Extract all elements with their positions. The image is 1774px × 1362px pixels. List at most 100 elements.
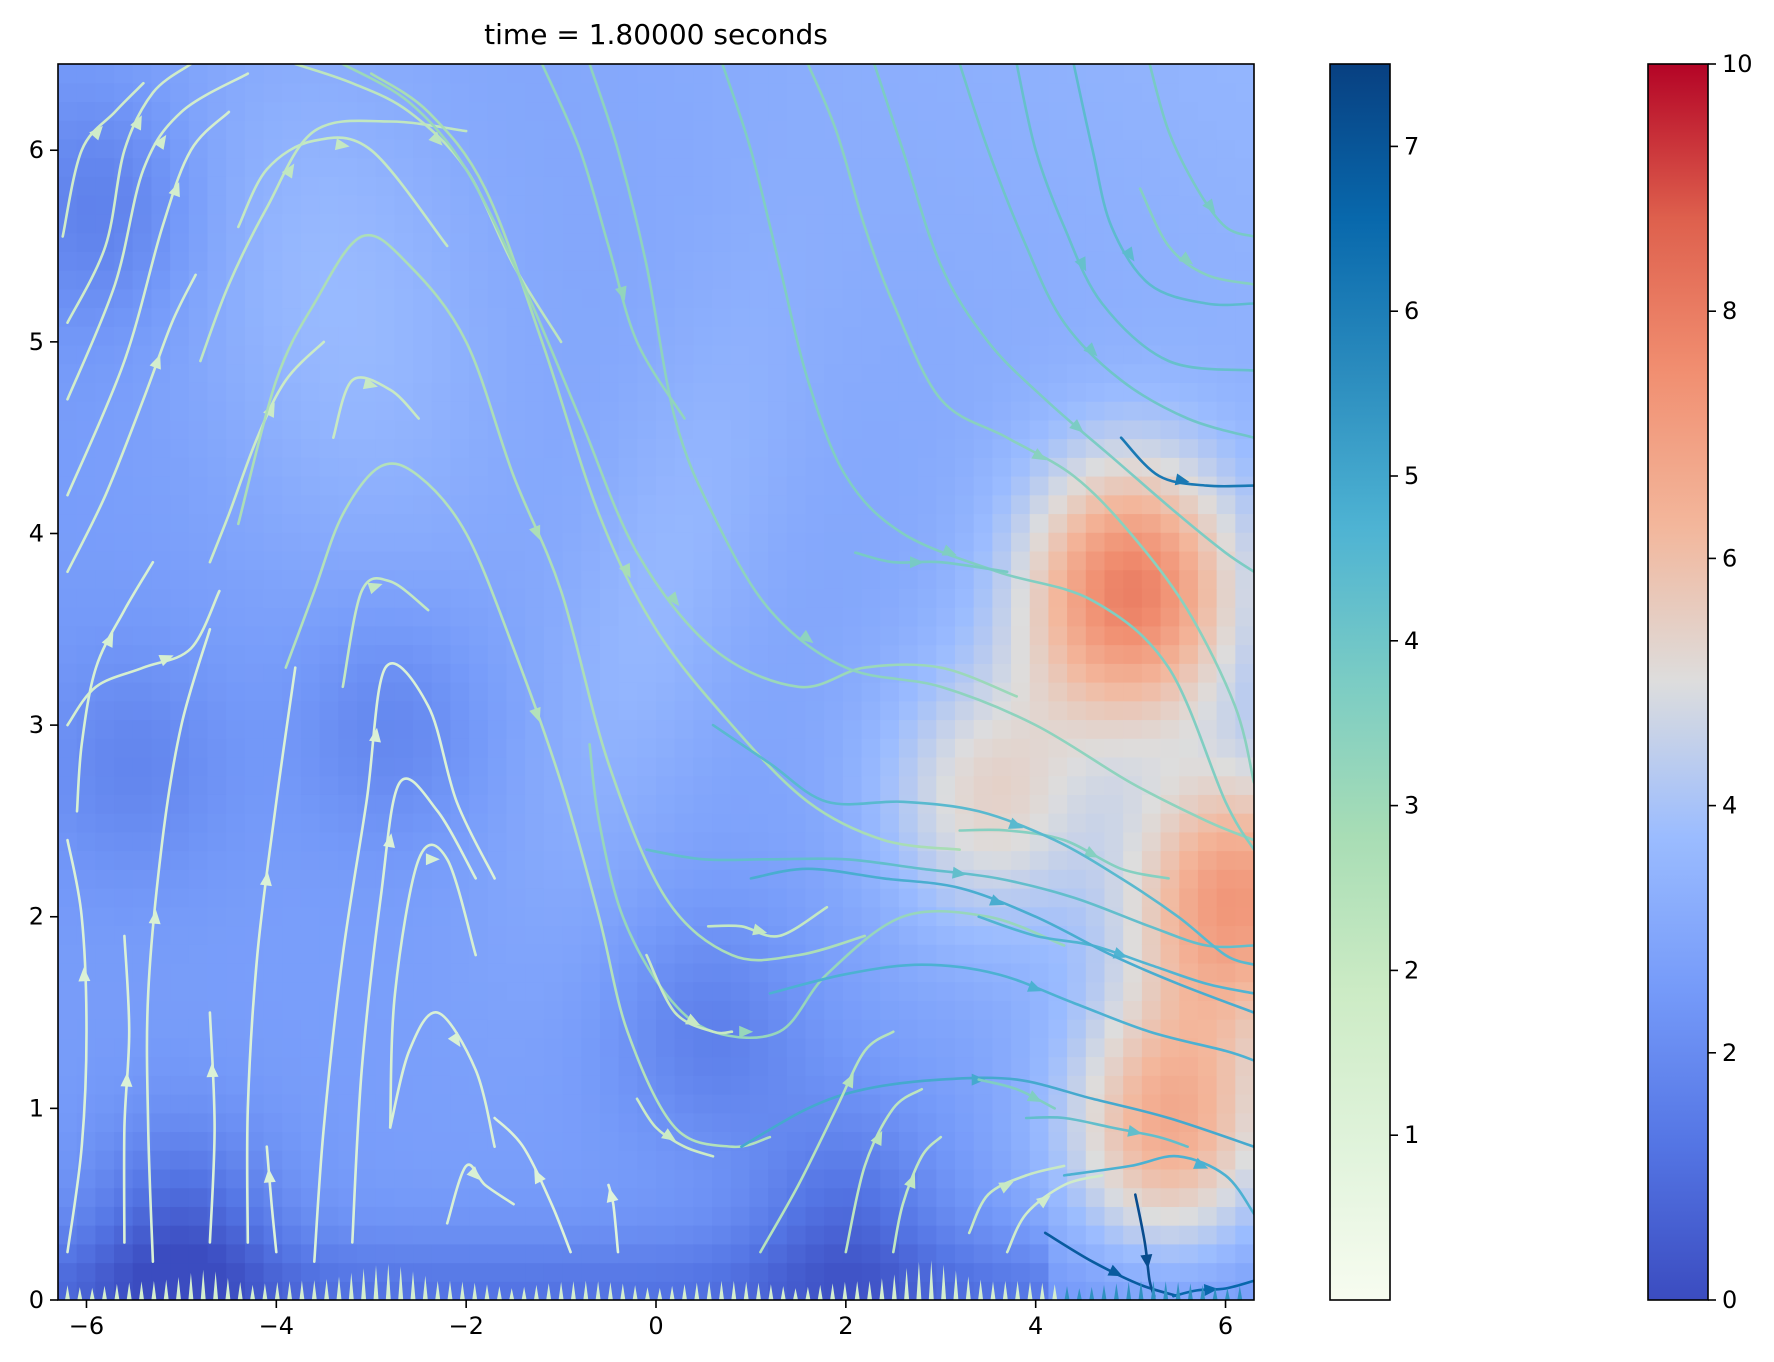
heatmap-cell (132, 438, 153, 458)
heatmap-cell (263, 82, 283, 103)
heatmap-cell (244, 1168, 265, 1189)
heatmap-cell (1160, 1056, 1180, 1076)
heatmap-cell (786, 588, 807, 608)
heatmap-cell (263, 625, 283, 646)
heatmap-cell (824, 1168, 844, 1189)
heatmap-cell (319, 382, 339, 402)
heatmap-cell (973, 382, 993, 402)
heatmap-cell (562, 550, 582, 571)
heatmap-cell (114, 682, 134, 702)
streamline-arrow (1121, 246, 1135, 262)
heatmap-cell (768, 719, 788, 739)
heatmap-cell (469, 251, 489, 271)
heatmap-cell (431, 532, 452, 552)
heatmap-cell (1235, 1243, 1254, 1264)
heatmap-cell (487, 1150, 508, 1170)
heatmap-cell (282, 925, 302, 945)
heatmap-cell (1048, 625, 1068, 646)
heatmap-cell (525, 906, 545, 927)
heatmap-cell (226, 195, 246, 215)
heatmap-cell (244, 607, 265, 627)
heatmap-cell (618, 850, 638, 870)
heatmap-cell (338, 719, 358, 739)
heatmap-cell (114, 888, 134, 908)
heatmap-cell (917, 1000, 937, 1020)
heatmap-cell (768, 738, 788, 758)
heatmap-cell (95, 944, 115, 964)
heatmap-cell (730, 363, 751, 383)
heatmap-cell (1011, 962, 1031, 983)
heatmap-cell (955, 756, 975, 777)
heatmap-cell (450, 251, 470, 271)
heatmap-cell (338, 1019, 358, 1039)
heatmap-cell (917, 513, 937, 533)
heatmap-cell (394, 1206, 414, 1226)
heatmap-cell (637, 550, 657, 571)
heatmap-cell (637, 625, 657, 646)
heatmap-cell (1235, 457, 1254, 477)
heatmap-cell (1197, 1187, 1218, 1207)
heatmap-cell (151, 1243, 171, 1264)
heatmap-cell (674, 850, 694, 870)
streamline-arrow (1026, 1090, 1042, 1102)
heatmap-cell (786, 1075, 807, 1095)
heatmap-cell (132, 794, 153, 814)
heatmap-cell (693, 532, 713, 552)
heatmap-cell (1048, 1281, 1068, 1300)
heatmap-cell (730, 382, 751, 402)
heatmap-cell (917, 494, 937, 515)
heatmap-cell (300, 925, 321, 945)
heatmap-cell (95, 869, 115, 889)
heatmap-cell (917, 344, 937, 365)
heatmap-cell (413, 251, 433, 271)
heatmap-cell (394, 663, 414, 683)
heatmap-cell (1048, 232, 1068, 252)
surface-arrows (65, 1260, 1243, 1300)
heatmap-cell (132, 457, 153, 477)
heatmap-cell (151, 625, 171, 646)
heatmap-cell (1048, 719, 1068, 739)
heatmap-cell (375, 120, 395, 140)
heatmap-cell (132, 588, 153, 608)
heatmap-cell (543, 1225, 564, 1245)
heatmap-cell (357, 625, 377, 646)
heatmap-cell (674, 625, 694, 646)
heatmap-cell (413, 138, 433, 159)
heatmap-cell (656, 1168, 676, 1189)
heatmap-cell (1067, 700, 1087, 721)
heatmap-cell (674, 1168, 694, 1189)
heatmap-cell (319, 1075, 339, 1095)
heatmap-cell (955, 138, 975, 159)
heatmap-cell (1235, 625, 1254, 646)
heatmap-cell (637, 925, 657, 945)
heatmap-cell (1123, 719, 1143, 739)
heatmap-cell (170, 476, 190, 496)
heatmap-cell (730, 1056, 751, 1076)
heatmap-cell (431, 1225, 452, 1245)
heatmap-cell (76, 625, 96, 646)
heatmap-cell (1141, 213, 1162, 234)
heatmap-cell (244, 270, 265, 290)
heatmap-cell (730, 326, 751, 346)
heatmap-cell (1067, 607, 1087, 627)
heatmap-cell (1085, 513, 1106, 533)
heatmap-cell (58, 588, 78, 608)
heatmap-cell (114, 775, 134, 795)
heatmap-cell (861, 607, 881, 627)
heatmap-cell (674, 719, 694, 739)
heatmap-cell (955, 176, 975, 196)
heatmap-cell (656, 738, 676, 758)
heatmap-cell (562, 307, 582, 327)
heatmap-cell (581, 288, 601, 309)
heatmap-cell (1216, 363, 1236, 383)
heatmap-cell (693, 1075, 713, 1095)
streamline-arrow (148, 909, 161, 925)
heatmap-cell (207, 476, 227, 496)
heatmap-cell (1160, 1037, 1180, 1058)
heatmap-cell (1029, 588, 1050, 608)
surface-arrow (151, 1280, 157, 1300)
heatmap-cell (338, 1150, 358, 1170)
heatmap-cell (58, 644, 78, 664)
heatmap-cell (95, 1225, 115, 1245)
heatmap-cell (637, 663, 657, 683)
